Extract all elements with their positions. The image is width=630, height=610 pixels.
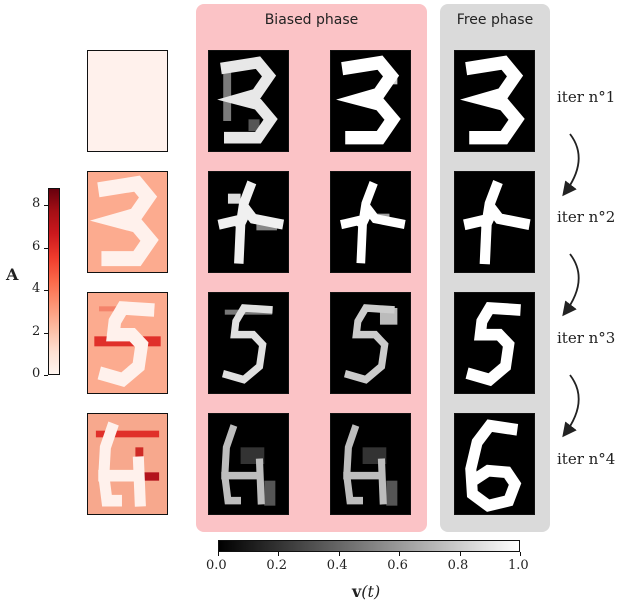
colorbar-v-tick-mark <box>459 552 461 556</box>
colorbar-v-label-main: v <box>352 582 362 601</box>
colorbar-v-tick-mark <box>520 552 521 556</box>
free-image-iter-2 <box>454 171 535 273</box>
biased-image-a-iter-2 <box>208 171 289 273</box>
colorbar-a-tick-mark <box>44 290 48 291</box>
iter-label-4: iter n°4 <box>557 450 616 468</box>
colorbar-v-tick-label: 0.8 <box>447 558 469 573</box>
colorbar-a-tick-label: 8 <box>32 196 41 211</box>
free-phase-title: Free phase <box>456 12 534 28</box>
colorbar-a-tick-label: 0 <box>32 366 41 381</box>
free-image-iter-1 <box>454 50 535 152</box>
colorbar-v-tick-mark <box>278 552 280 556</box>
iteration-arrows <box>562 133 580 438</box>
colorbar-v <box>218 540 520 552</box>
sensitivity-map-iter-4 <box>87 413 168 515</box>
colorbar-a-tick-mark <box>44 332 48 334</box>
colorbar-a-tick-label: 4 <box>32 281 41 296</box>
colorbar-v-tick-mark <box>218 552 219 556</box>
biased-image-b-iter-4 <box>330 413 411 515</box>
colorbar-a-tick-label: 2 <box>32 323 41 339</box>
biased-image-a-iter-1 <box>208 50 289 152</box>
colorbar-a-tick-mark <box>44 375 48 376</box>
biased-image-a-iter-3 <box>208 292 289 394</box>
colorbar-v-tick-label: 0.6 <box>387 558 408 573</box>
colorbar-v-tick-label: 0.4 <box>326 558 348 573</box>
colorbar-a-tick-mark <box>44 247 48 249</box>
iter-label-2: iter n°2 <box>557 208 616 226</box>
sensitivity-map-iter-3 <box>87 292 168 394</box>
colorbar-a-tick-mark <box>44 205 48 206</box>
colorbar-v-tick-label: 1.0 <box>508 558 529 573</box>
iter-label-3: iter n°3 <box>557 329 616 347</box>
colorbar-v-label: v(t) <box>352 582 380 601</box>
sensitivity-map-iter-1 <box>87 50 168 152</box>
colorbar-a <box>48 188 60 375</box>
free-image-iter-4 <box>454 413 535 515</box>
colorbar-v-tick-mark <box>399 552 401 556</box>
iter-label-1: iter n°1 <box>557 88 616 106</box>
biased-image-a-iter-4 <box>208 413 289 515</box>
biased-image-b-iter-2 <box>330 171 411 273</box>
sensitivity-map-iter-2 <box>87 171 168 273</box>
biased-phase-title: Biased phase <box>264 12 359 28</box>
colorbar-v-tick-label: 0.2 <box>266 558 288 573</box>
arrow-1-to-2 <box>562 133 580 197</box>
colorbar-v-label-arg: (t) <box>361 582 381 601</box>
arrow-2-to-3 <box>562 253 580 317</box>
biased-image-b-iter-3 <box>330 292 411 394</box>
colorbar-v-tick-label: 0.0 <box>206 558 227 573</box>
colorbar-a-tick-label: 6 <box>32 238 41 254</box>
colorbar-v-tick-mark <box>338 552 340 556</box>
biased-image-b-iter-1 <box>330 50 411 152</box>
free-image-iter-3 <box>454 292 535 394</box>
colorbar-a-label: A <box>6 265 19 284</box>
arrow-3-to-4 <box>562 374 580 438</box>
